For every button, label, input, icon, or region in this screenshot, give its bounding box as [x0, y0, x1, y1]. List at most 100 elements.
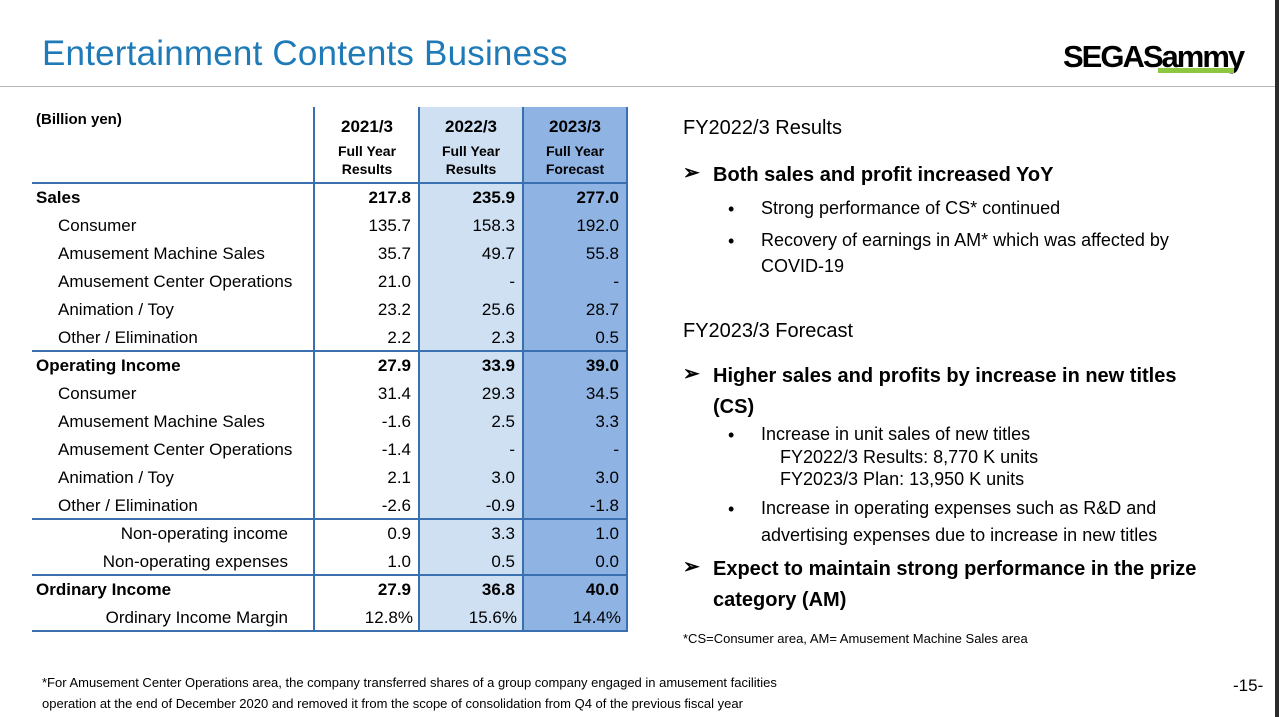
cell-value: 2.2	[387, 328, 411, 347]
table-row: Non-operating income 0.9 3.3 1.0	[32, 520, 628, 548]
dot-icon: •	[728, 425, 735, 445]
column-header: 2021/3 Full Year Results	[315, 107, 419, 178]
cell-value: 25.6	[481, 300, 515, 319]
column-divider	[313, 107, 315, 632]
arrow-icon: ➢	[683, 556, 700, 578]
table-row: Other / Elimination -2.6 -0.9 -1.8	[32, 492, 628, 520]
column-header: 2022/3 Full Year Results	[419, 107, 523, 178]
bullet-text: Both sales and profit increased YoY	[713, 164, 1054, 186]
bullet-text: Expect to maintain strong performance in…	[713, 558, 1197, 580]
cell-value: 36.8	[481, 580, 515, 599]
financial-table: (Billion yen) 2021/3 Full Year Results 2…	[32, 107, 628, 632]
cell-value: 0.5	[491, 552, 515, 571]
cell-value: 28.7	[585, 300, 619, 319]
cell-value: 15.6%	[468, 608, 517, 627]
arrow-icon: ➢	[683, 363, 700, 385]
cell-value: 40.0	[585, 580, 619, 599]
cell-value: 34.5	[585, 384, 619, 403]
cell-value: -1.4	[381, 440, 411, 459]
table-row: Amusement Machine Sales 35.7 49.7 55.8	[32, 240, 628, 268]
cell-value: 0.9	[387, 524, 411, 543]
column-header: 2023/3 Full Year Forecast	[523, 107, 627, 178]
row-label: Consumer	[58, 384, 137, 403]
table-row: Consumer 31.4 29.3 34.5	[32, 380, 628, 408]
table-row: Amusement Center Operations 21.0 - -	[32, 268, 628, 296]
cell-value: -0.9	[485, 496, 515, 515]
row-label: Ordinary Income Margin	[105, 608, 288, 627]
cell-value: 12.8%	[364, 608, 413, 627]
row-label: Other / Elimination	[58, 496, 198, 515]
cell-value: 49.7	[481, 244, 515, 263]
cell-value: 55.8	[585, 244, 619, 263]
page-title: Entertainment Contents Business	[42, 34, 568, 73]
row-label: Amusement Center Operations	[58, 440, 293, 459]
column-year: 2021/3	[341, 117, 393, 136]
column-bg-2022	[419, 107, 523, 632]
sub-bullet-text: COVID-19	[761, 256, 845, 276]
bullet-text: (CS)	[713, 396, 755, 418]
bullet-text: category (AM)	[713, 589, 847, 611]
slide-edge	[1275, 0, 1279, 717]
dot-icon: •	[728, 199, 735, 219]
row-divider	[32, 630, 628, 632]
cell-value: 29.3	[481, 384, 515, 403]
cell-value: 3.0	[595, 468, 619, 487]
column-sub1: Full Year	[545, 143, 605, 159]
cell-value: 192.0	[576, 216, 619, 235]
row-divider	[32, 518, 628, 520]
row-divider	[32, 574, 628, 576]
table-row: Sales 217.8 235.9 277.0	[32, 184, 628, 212]
column-sub2: Results	[341, 161, 393, 177]
cell-value: -1.6	[381, 412, 411, 431]
cell-value: 235.9	[472, 188, 515, 207]
arrow-icon: ➢	[683, 162, 700, 184]
sub-bullet-text: Recovery of earnings in AM* which was af…	[761, 230, 1169, 250]
cell-value: 3.0	[491, 468, 515, 487]
sub-detail-text: FY2022/3 Results: 8,770 K units	[780, 447, 1039, 467]
column-divider	[626, 107, 628, 632]
column-bg-2023	[523, 107, 627, 632]
row-label: Non-operating expenses	[102, 552, 288, 571]
title-divider	[0, 86, 1279, 87]
column-divider	[522, 107, 524, 632]
sub-bullet-text: Increase in operating expenses such as R…	[761, 498, 1157, 518]
row-label: Consumer	[58, 216, 137, 235]
cell-value: 0.5	[595, 328, 619, 347]
row-label: Other / Elimination	[58, 328, 198, 347]
table-row: Animation / Toy 2.1 3.0 3.0	[32, 464, 628, 492]
page-number: -15-	[1233, 676, 1264, 695]
row-label: Sales	[36, 188, 81, 207]
sub-bullet-text: Strong performance of CS* continued	[761, 198, 1061, 218]
cell-value: 2.5	[491, 412, 515, 431]
row-label: Amusement Machine Sales	[58, 244, 265, 263]
table-row: Ordinary Income Margin 12.8% 15.6% 14.4%	[32, 604, 628, 632]
table-row: Other / Elimination 2.2 2.3 0.5	[32, 324, 628, 352]
cell-value: 23.2	[377, 300, 411, 319]
cell-value: -	[509, 272, 515, 291]
section-title-forecast: FY2023/3 Forecast	[683, 320, 854, 342]
sub-detail-text: FY2023/3 Plan: 13,950 K units	[780, 469, 1025, 489]
row-divider	[32, 350, 628, 352]
cell-value: 1.0	[387, 552, 411, 571]
cell-value: -2.6	[381, 496, 411, 515]
cell-value: 3.3	[491, 524, 515, 543]
table-row: Amusement Center Operations -1.4 - -	[32, 436, 628, 464]
table-row: Ordinary Income 27.9 36.8 40.0	[32, 576, 628, 604]
cell-value: 21.0	[377, 272, 411, 291]
dot-icon: •	[728, 231, 735, 251]
cell-value: 1.0	[595, 524, 619, 543]
cell-value: -	[509, 440, 515, 459]
cell-value: 39.0	[585, 356, 619, 375]
cell-value: 31.4	[377, 384, 411, 403]
column-divider	[418, 107, 420, 632]
table-row: Amusement Machine Sales -1.6 2.5 3.3	[32, 408, 628, 436]
cell-value: 158.3	[472, 216, 515, 235]
cell-value: -	[613, 440, 619, 459]
cell-value: 0.0	[595, 552, 619, 571]
unit-label: (Billion yen)	[36, 111, 122, 128]
row-label: Animation / Toy	[58, 300, 174, 319]
column-sub2: Results	[445, 161, 497, 177]
column-year: 2023/3	[549, 117, 601, 136]
column-sub2: Forecast	[545, 161, 605, 177]
table-row: Operating Income 27.9 33.9 39.0	[32, 352, 628, 380]
